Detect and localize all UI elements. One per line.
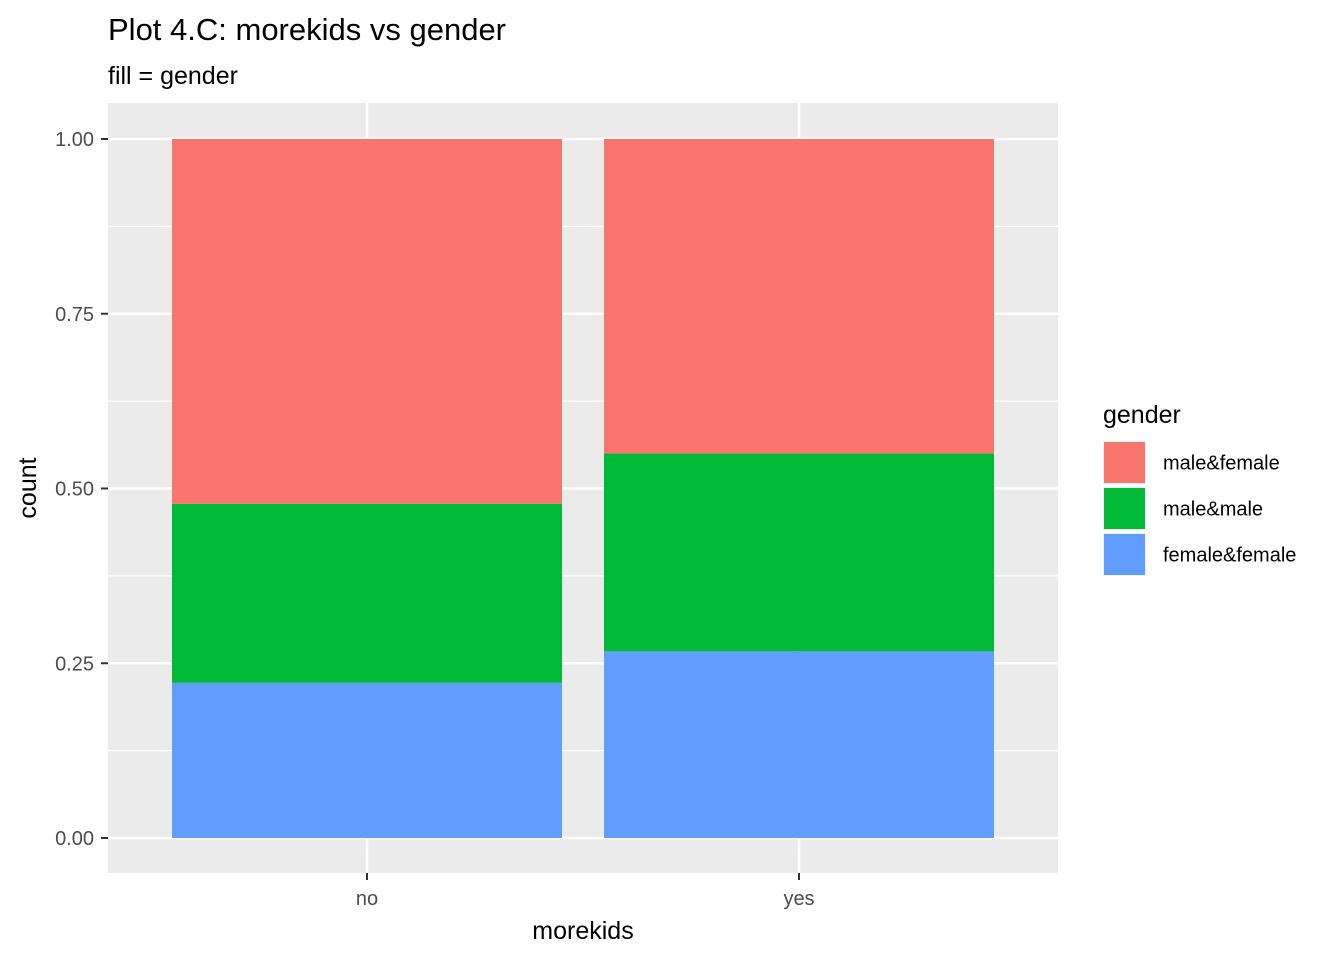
bar-segment-yes-male&male	[604, 453, 994, 652]
chart-title: Plot 4.C: morekids vs gender	[108, 12, 506, 47]
bar-segment-yes-male&female	[604, 139, 994, 454]
legend-label-male&female: male&female	[1163, 453, 1280, 475]
y-tick-label: 1.00	[55, 129, 94, 151]
y-tick-label: 0.25	[55, 653, 94, 675]
x-axis-title: morekids	[532, 917, 633, 945]
legend-label-female&female: female&female	[1163, 545, 1296, 567]
y-tick-label: 0.50	[55, 479, 94, 501]
y-tick-label: 0.75	[55, 304, 94, 326]
legend-swatch-male&male	[1104, 488, 1145, 529]
legend-title: gender	[1103, 401, 1181, 429]
legend: male&female male&male female&female	[1103, 441, 1296, 576]
bar-segment-yes-female&female	[604, 651, 994, 838]
chart-subtitle: fill = gender	[108, 62, 238, 90]
y-axis-title: count	[14, 457, 42, 518]
bar-segment-no-female&female	[172, 682, 562, 838]
y-tick-label: 0.00	[55, 828, 94, 850]
legend-swatch-male&female	[1104, 442, 1145, 483]
legend-swatch-female&female	[1104, 534, 1145, 575]
legend-label-male&male: male&male	[1163, 499, 1263, 521]
x-tick-label-no: no	[356, 888, 378, 910]
x-tick-label-yes: yes	[783, 888, 814, 910]
axes: 0.00 0.25 0.50 0.75 1.00 no yes	[55, 129, 815, 910]
bar-segment-no-male&male	[172, 503, 562, 683]
bar-segment-no-male&female	[172, 139, 562, 504]
bars	[172, 139, 994, 838]
